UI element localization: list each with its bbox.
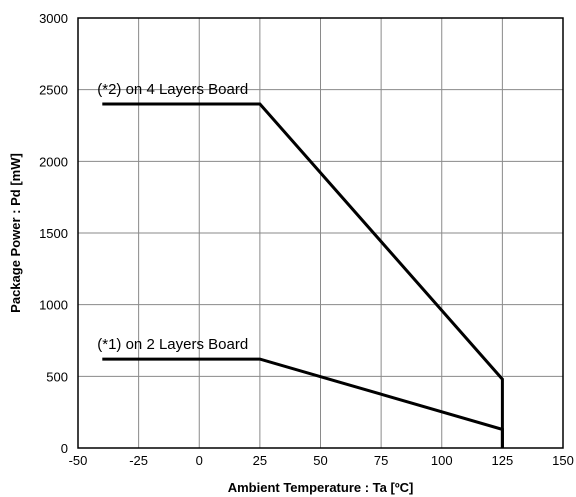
x-tick-label: 150 — [552, 453, 574, 468]
y-tick-label: 1500 — [39, 226, 68, 241]
y-tick-label: 1000 — [39, 298, 68, 313]
series-annotation-1: (*2) on 4 Layers Board — [97, 81, 248, 98]
series-layer — [102, 102, 504, 448]
plot-frame — [77, 17, 564, 449]
y-tick-label: 2000 — [39, 154, 68, 169]
y-tick-label: 3000 — [39, 11, 68, 26]
x-tick-label: 75 — [374, 453, 388, 468]
x-tick-label: 25 — [253, 453, 267, 468]
y-tick-label: 0 — [61, 441, 68, 456]
series-line-1 — [102, 102, 504, 448]
annotations: (*2) on 4 Layers Board (*1) on 2 Layers B… — [97, 81, 248, 353]
x-tick-label: 0 — [196, 453, 203, 468]
x-tick-label: -50 — [69, 453, 88, 468]
x-tick-label: -25 — [129, 453, 148, 468]
y-tick-label: 500 — [46, 369, 68, 384]
x-tick-label: 100 — [431, 453, 453, 468]
y-tick-label: 2500 — [39, 83, 68, 98]
grid — [78, 18, 563, 448]
tick-labels: -50 -25 0 25 50 75 100 125 150050010001500200025… — [39, 11, 574, 468]
x-tick-label: 125 — [492, 453, 514, 468]
series-annotation-2: (*1) on 2 Layers Board — [97, 336, 248, 353]
x-axis-title: Ambient Temperature : Ta [ºC] — [228, 480, 414, 495]
y-axis-title: Package Power : Pd [mW] — [8, 153, 23, 313]
series-line-2 — [102, 357, 504, 448]
x-tick-label: 50 — [313, 453, 327, 468]
